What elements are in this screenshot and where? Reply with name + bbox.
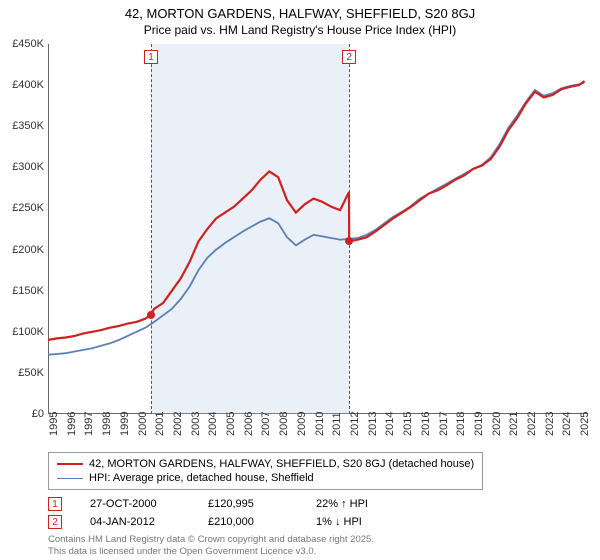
- x-axis-tick: 2005: [225, 412, 237, 436]
- x-axis-tick: 2014: [384, 412, 396, 436]
- sale-date: 04-JAN-2012: [90, 516, 180, 528]
- x-axis-tick: 2002: [172, 412, 184, 436]
- x-axis-tick: 2024: [561, 412, 573, 436]
- x-axis-tick: 2003: [190, 412, 202, 436]
- sale-row: 1 27-OCT-2000 £120,995 22% ↑ HPI: [48, 495, 368, 513]
- x-axis-tick: 2023: [544, 412, 556, 436]
- y-axis-tick: £100K: [0, 326, 44, 338]
- legend-swatch: [57, 463, 83, 465]
- x-axis-tick: 2006: [243, 412, 255, 436]
- x-axis-tick: 2016: [420, 412, 432, 436]
- x-axis-tick: 2004: [207, 412, 219, 436]
- x-axis-tick: 2019: [473, 412, 485, 436]
- x-axis-tick: 1997: [83, 412, 95, 436]
- x-axis-tick: 2018: [455, 412, 467, 436]
- legend-item: HPI: Average price, detached house, Shef…: [57, 471, 474, 485]
- y-axis-tick: £0: [0, 408, 44, 420]
- y-axis-tick: £400K: [0, 79, 44, 91]
- sale-point-marker: [345, 237, 353, 245]
- x-axis-tick: 2012: [349, 412, 361, 436]
- series-line: [48, 83, 585, 355]
- x-axis-tick: 2015: [402, 412, 414, 436]
- sale-price: £210,000: [208, 516, 288, 528]
- x-axis-tick: 2001: [154, 412, 166, 436]
- chart-legend: 42, MORTON GARDENS, HALFWAY, SHEFFIELD, …: [48, 452, 483, 490]
- x-axis-tick: 2007: [260, 412, 272, 436]
- sale-point-marker: [147, 311, 155, 319]
- y-axis-tick: £450K: [0, 38, 44, 50]
- chart-plot-area: 12 £0£50K£100K£150K£200K£250K£300K£350K£…: [48, 44, 588, 414]
- y-axis-tick: £150K: [0, 285, 44, 297]
- x-axis-tick: 2021: [508, 412, 520, 436]
- legend-label: HPI: Average price, detached house, Shef…: [89, 472, 314, 484]
- x-axis-tick: 1995: [48, 412, 60, 436]
- attribution-line: Contains HM Land Registry data © Crown c…: [48, 534, 374, 546]
- x-axis-tick: 2017: [438, 412, 450, 436]
- x-axis-tick: 1998: [101, 412, 113, 436]
- x-axis-tick: 2009: [296, 412, 308, 436]
- attribution-line: This data is licensed under the Open Gov…: [48, 546, 374, 558]
- x-axis-tick: 2020: [491, 412, 503, 436]
- sales-table: 1 27-OCT-2000 £120,995 22% ↑ HPI 2 04-JAN-201…: [48, 495, 368, 531]
- x-axis-tick: 2013: [367, 412, 379, 436]
- x-axis-tick: 2025: [579, 412, 591, 436]
- y-axis-tick: £300K: [0, 161, 44, 173]
- y-axis-tick: £200K: [0, 244, 44, 256]
- series-line: [48, 81, 585, 340]
- sale-date: 27-OCT-2000: [90, 498, 180, 510]
- sale-delta: 22% ↑ HPI: [316, 498, 368, 510]
- sale-row: 2 04-JAN-2012 £210,000 1% ↓ HPI: [48, 513, 368, 531]
- x-axis-tick: 2008: [278, 412, 290, 436]
- attribution: Contains HM Land Registry data © Crown c…: [48, 534, 374, 558]
- x-axis-tick: 2010: [314, 412, 326, 436]
- y-axis-tick: £50K: [0, 367, 44, 379]
- x-axis-tick: 1999: [119, 412, 131, 436]
- x-axis-tick: 2022: [526, 412, 538, 436]
- legend-swatch: [57, 478, 83, 479]
- sale-row-badge: 2: [48, 515, 62, 529]
- y-axis-tick: £250K: [0, 202, 44, 214]
- sale-price: £120,995: [208, 498, 288, 510]
- sale-delta: 1% ↓ HPI: [316, 516, 362, 528]
- y-axis-tick: £350K: [0, 120, 44, 132]
- x-axis-tick: 2011: [331, 412, 343, 436]
- x-axis-tick: 2000: [137, 412, 149, 436]
- sale-row-badge: 1: [48, 497, 62, 511]
- chart-title: 42, MORTON GARDENS, HALFWAY, SHEFFIELD, …: [0, 0, 600, 21]
- chart-subtitle: Price paid vs. HM Land Registry's House …: [0, 21, 600, 37]
- legend-item: 42, MORTON GARDENS, HALFWAY, SHEFFIELD, …: [57, 457, 474, 471]
- chart-lines: [48, 44, 588, 414]
- x-axis-tick: 1996: [66, 412, 78, 436]
- legend-label: 42, MORTON GARDENS, HALFWAY, SHEFFIELD, …: [89, 458, 474, 470]
